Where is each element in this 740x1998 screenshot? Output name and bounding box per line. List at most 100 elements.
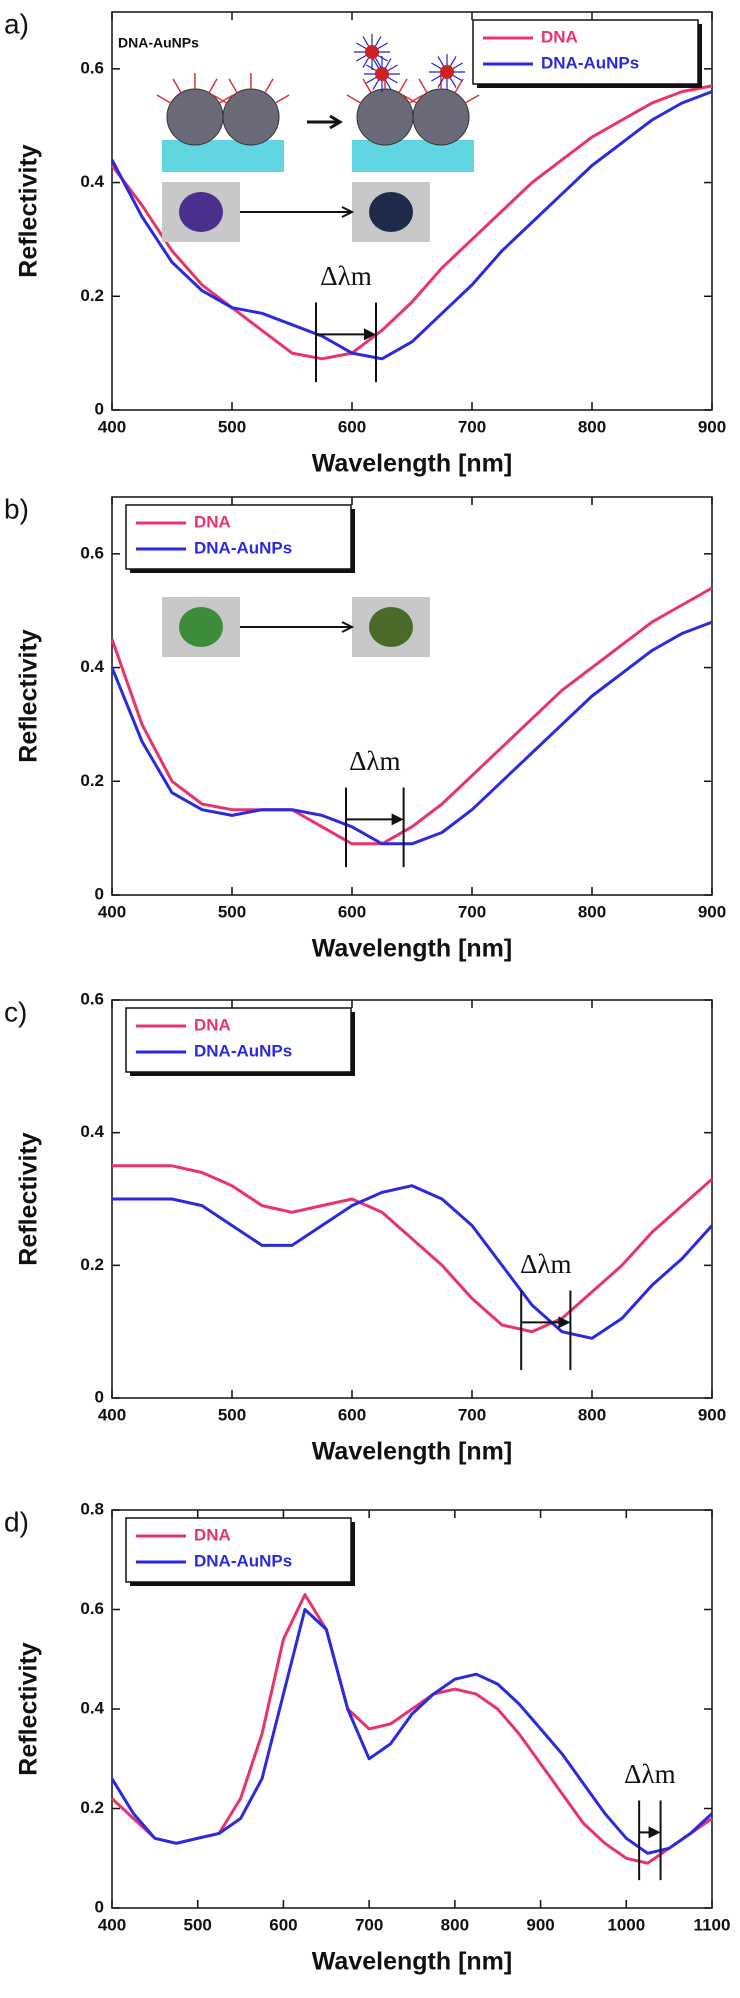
dna-strand (418, 78, 428, 94)
annotation-label: Δλm (520, 1249, 571, 1279)
arrow-head (558, 1316, 571, 1329)
legend-label: DNA (194, 1015, 231, 1034)
x-tick-label: 900 (698, 1405, 726, 1424)
panel-label: a) (4, 8, 29, 39)
x-tick-label: 700 (458, 417, 486, 436)
y-axis-title: Reflectivity (15, 144, 43, 277)
dna-strand (218, 94, 234, 104)
sample-spot (369, 607, 413, 647)
x-tick-label: 1000 (607, 1915, 645, 1934)
sample-spot (179, 607, 223, 647)
dna-strand (208, 78, 218, 94)
arrow-head (364, 328, 376, 341)
y-tick-label: 0.6 (80, 543, 104, 562)
x-tick-label: 600 (338, 417, 366, 436)
dna-strand (346, 94, 362, 104)
y-axis-title: Reflectivity (15, 1642, 43, 1775)
x-axis-title: Wavelength [nm] (312, 935, 512, 963)
aunp (375, 67, 389, 81)
y-tick-label: 0 (95, 1897, 104, 1916)
x-tick-label: 1100 (694, 1915, 731, 1934)
x-tick-label: 400 (98, 417, 126, 436)
y-tick-label: 0.8 (80, 1499, 104, 1518)
series-line (112, 1184, 714, 1340)
x-tick-label: 800 (578, 902, 606, 921)
sample-spot (369, 192, 413, 232)
dna-strand (362, 78, 372, 94)
y-tick-label: 0 (95, 884, 104, 903)
dna-strand (212, 94, 228, 104)
plot-frame (111, 11, 713, 411)
x-tick-label: 400 (98, 1915, 126, 1934)
x-axis-title: Wavelength [nm] (312, 1948, 512, 1976)
sphere (412, 88, 470, 146)
legend-label: DNA-AuNPs (194, 1551, 292, 1570)
y-tick-label: 0.2 (80, 286, 104, 305)
process-arrow (307, 114, 343, 130)
y-tick-label: 0.2 (80, 1798, 104, 1817)
dna-strand (464, 94, 480, 104)
legend-box (472, 19, 699, 85)
arrow-head (648, 1826, 661, 1839)
sphere (356, 88, 414, 146)
x-tick-label: 900 (698, 417, 726, 436)
inset-diagram: DNA-AuNPs (118, 34, 480, 172)
x-tick-label: 600 (338, 902, 366, 921)
x-tick-label: 500 (218, 417, 246, 436)
dna-strand (454, 78, 464, 94)
x-tick-label: 500 (184, 1915, 212, 1934)
legend-box (125, 1007, 352, 1073)
dna-strand (398, 78, 408, 94)
x-tick-label: 400 (98, 1405, 126, 1424)
x-axis-title: Wavelength [nm] (312, 1438, 512, 1466)
series-line (112, 1164, 713, 1334)
y-tick-label: 0 (95, 1387, 104, 1406)
panel-label: c) (4, 996, 27, 1027)
x-tick-label: 700 (458, 902, 486, 921)
x-tick-label: 600 (269, 1915, 297, 1934)
legend-label: DNA (194, 512, 231, 531)
y-tick-label: 0.4 (80, 1122, 104, 1141)
series-line (110, 90, 713, 361)
y-tick-label: 0.6 (80, 989, 104, 1008)
photo-arrow (240, 621, 355, 633)
sample-spot (179, 192, 223, 232)
legend-label: DNA-AuNPs (541, 53, 639, 72)
y-tick-label: 0.4 (80, 1698, 104, 1717)
legend-label: DNA (194, 1525, 231, 1544)
panel-label: d) (4, 1506, 29, 1537)
x-tick-label: 900 (698, 902, 726, 921)
panel-label: b) (4, 493, 29, 524)
dna-strand (408, 94, 424, 104)
plot-frame (111, 496, 713, 896)
x-tick-label: 900 (526, 1915, 554, 1934)
aunp (440, 65, 454, 79)
legend-label: DNA-AuNPs (194, 1041, 292, 1060)
x-tick-label: 800 (578, 1405, 606, 1424)
dna-strand (228, 78, 238, 94)
dna-strand (402, 94, 418, 104)
annotation-label: Δλm (320, 261, 371, 291)
x-tick-label: 800 (441, 1915, 469, 1934)
x-tick-label: 700 (355, 1915, 383, 1934)
aunp (365, 45, 379, 59)
y-tick-label: 0.6 (80, 1599, 104, 1618)
x-tick-label: 800 (578, 417, 606, 436)
annotation-label: Δλm (349, 746, 400, 776)
series-line (110, 586, 713, 846)
sphere (166, 88, 224, 146)
dna-strand (172, 78, 182, 94)
x-tick-label: 500 (218, 1405, 246, 1424)
substrate (352, 140, 474, 172)
series-line (110, 1593, 713, 1865)
y-tick-label: 0.4 (80, 657, 104, 676)
legend-box (125, 1517, 352, 1583)
sphere (222, 88, 280, 146)
series-line (110, 1608, 714, 1855)
x-axis-title: Wavelength [nm] (312, 450, 512, 478)
x-tick-label: 600 (338, 1405, 366, 1424)
x-tick-label: 500 (218, 902, 246, 921)
dna-strand (264, 78, 274, 94)
y-tick-label: 0.2 (80, 1255, 104, 1274)
